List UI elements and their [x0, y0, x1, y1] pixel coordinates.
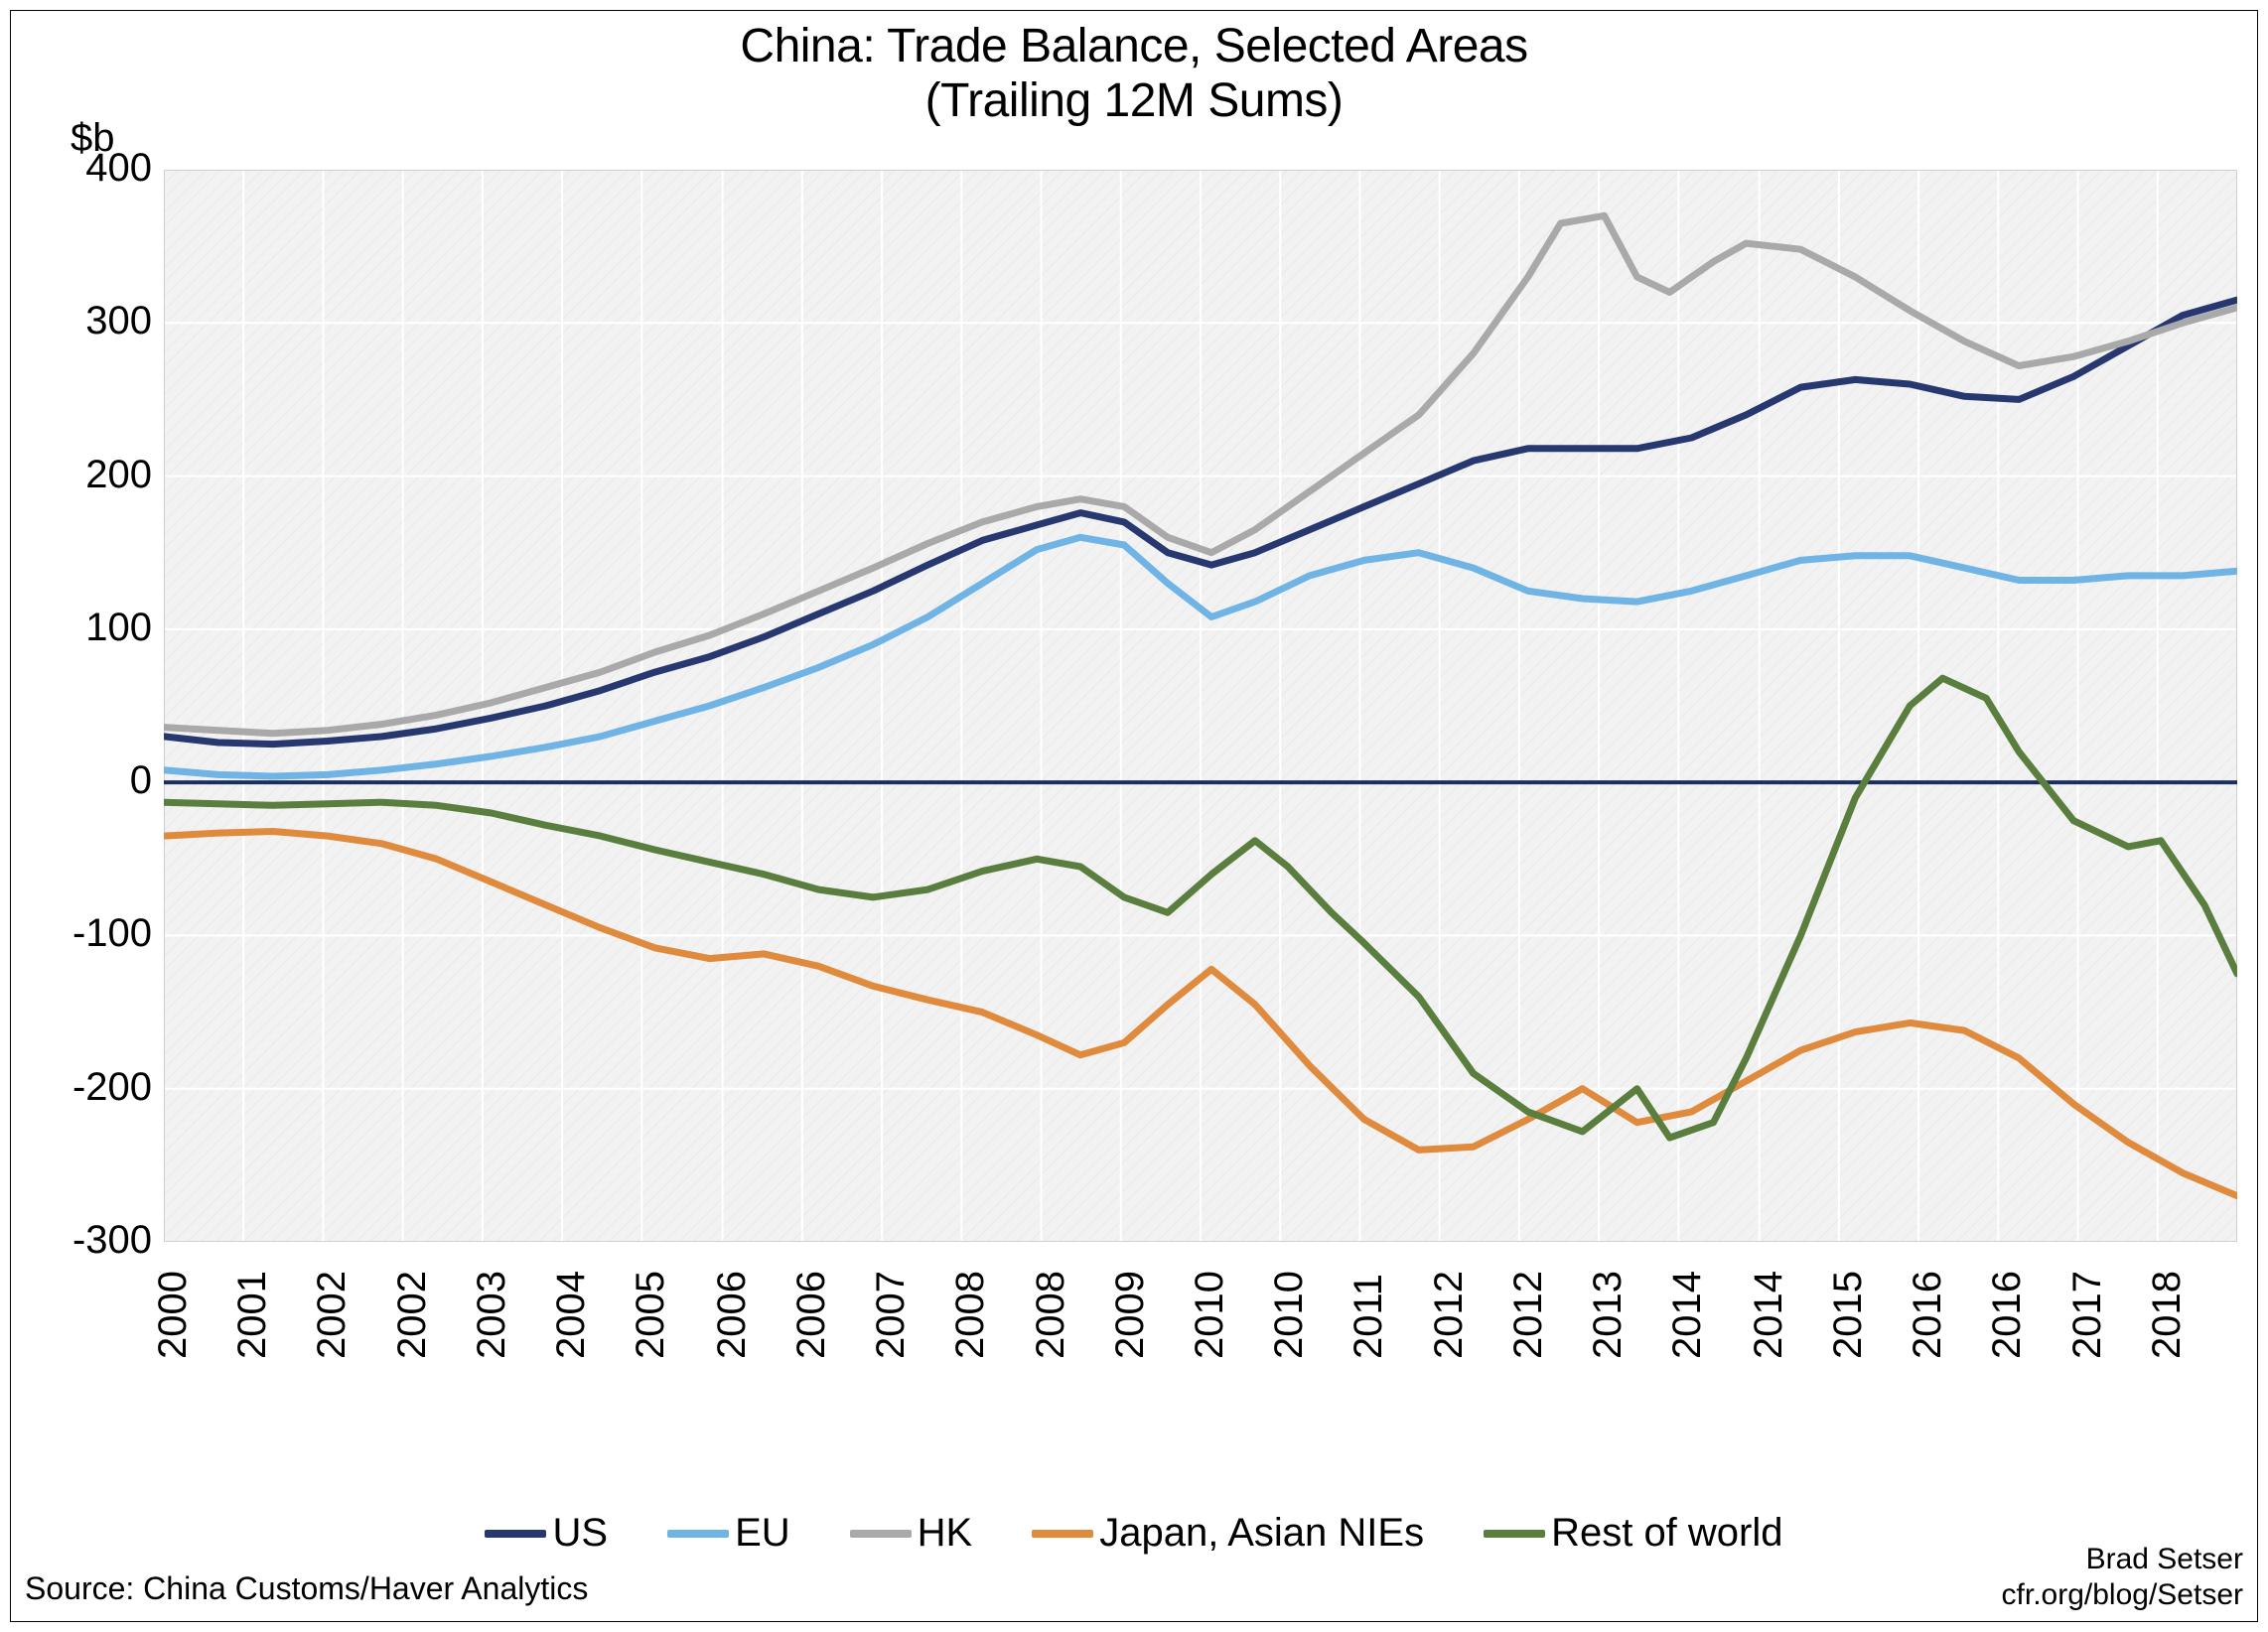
y-tick: 300 [33, 299, 152, 343]
source-text: Source: China Customs/Haver Analytics [25, 1570, 588, 1607]
y-tick: -200 [33, 1065, 152, 1110]
title-line-2: (Trailing 12M Sums) [11, 73, 2257, 128]
x-tick: 2010 [1188, 1271, 1232, 1359]
legend-label: US [552, 1511, 608, 1556]
x-tick: 2005 [629, 1271, 673, 1359]
title-line-1: China: Trade Balance, Selected Areas [11, 19, 2257, 73]
x-tick: 2011 [1347, 1274, 1391, 1359]
x-tick: 2014 [1665, 1271, 1710, 1359]
legend-item: HK [850, 1511, 973, 1556]
chart-container: China: Trade Balance, Selected Areas (Tr… [10, 10, 2258, 1622]
x-tick: 2017 [2065, 1271, 2110, 1359]
legend-label: Rest of world [1551, 1511, 1782, 1556]
credit-name: Brad Setser [2002, 1542, 2243, 1577]
x-tick: 2018 [2145, 1271, 2190, 1359]
legend-item: EU [667, 1511, 790, 1556]
x-tick: 2016 [1906, 1271, 1950, 1359]
x-tick: 2004 [549, 1271, 594, 1359]
legend-label: HK [918, 1511, 973, 1556]
legend-swatch [667, 1530, 729, 1538]
legend-swatch [1484, 1530, 1545, 1538]
x-tick: 2006 [789, 1271, 834, 1359]
legend-swatch [485, 1530, 546, 1538]
legend-item: Japan, Asian NIEs [1032, 1511, 1424, 1556]
x-tick: 2012 [1427, 1271, 1472, 1359]
x-tick: 2002 [310, 1271, 354, 1359]
x-tick: 2008 [948, 1271, 993, 1359]
legend-label: EU [735, 1511, 790, 1556]
x-tick: 2016 [1985, 1271, 2030, 1359]
credit-block: Brad Setser cfr.org/blog/Setser [2002, 1542, 2243, 1613]
legend-item: Rest of world [1484, 1511, 1782, 1556]
plot-area [164, 170, 2237, 1242]
x-tick: 2007 [869, 1271, 914, 1359]
legend: US EU HK Japan, Asian NIEs Rest of world [11, 1511, 2257, 1556]
legend-item: US [485, 1511, 608, 1556]
x-tick: 2009 [1108, 1271, 1153, 1359]
y-tick: -100 [33, 911, 152, 956]
credit-url: cfr.org/blog/Setser [2002, 1577, 2243, 1613]
x-tick: 2015 [1826, 1271, 1871, 1359]
x-tick: 2008 [1029, 1271, 1073, 1359]
y-tick: 0 [33, 758, 152, 803]
x-tick: 2000 [151, 1271, 196, 1359]
x-tick: 2014 [1747, 1271, 1791, 1359]
x-tick: 2013 [1586, 1271, 1630, 1359]
x-tick: 2010 [1267, 1271, 1312, 1359]
y-tick: 200 [33, 453, 152, 497]
y-tick: 100 [33, 606, 152, 650]
legend-swatch [1032, 1530, 1093, 1538]
x-tick: 2001 [230, 1271, 275, 1359]
legend-swatch [850, 1530, 912, 1538]
y-tick: 400 [33, 146, 152, 191]
legend-label: Japan, Asian NIEs [1099, 1511, 1424, 1556]
chart-title: China: Trade Balance, Selected Areas (Tr… [11, 19, 2257, 128]
x-tick: 2012 [1506, 1271, 1551, 1359]
y-tick: -300 [33, 1218, 152, 1263]
x-tick: 2003 [470, 1271, 514, 1359]
x-tick: 2006 [710, 1271, 755, 1359]
x-tick: 2002 [390, 1271, 435, 1359]
